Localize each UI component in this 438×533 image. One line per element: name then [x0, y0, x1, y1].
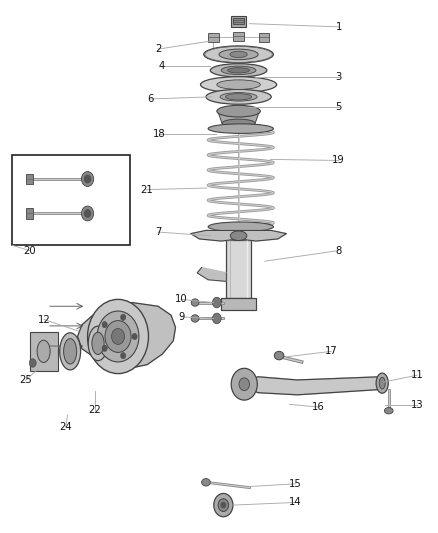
Text: 10: 10 [175, 294, 187, 304]
Ellipse shape [60, 333, 81, 370]
Ellipse shape [206, 90, 271, 104]
Circle shape [212, 297, 221, 308]
Bar [221, 298, 256, 310]
Text: 15: 15 [289, 479, 301, 489]
Ellipse shape [208, 222, 273, 231]
Circle shape [97, 311, 139, 362]
Bar [30, 332, 58, 372]
Bar [258, 33, 269, 42]
Circle shape [214, 494, 233, 517]
Circle shape [105, 320, 131, 352]
Circle shape [81, 206, 94, 221]
Ellipse shape [379, 377, 385, 389]
Ellipse shape [228, 68, 250, 73]
Ellipse shape [208, 124, 273, 133]
Bar [233, 18, 244, 23]
Bar [233, 32, 244, 41]
Circle shape [221, 503, 226, 508]
Ellipse shape [230, 231, 247, 240]
Ellipse shape [210, 63, 267, 77]
Text: 4: 4 [159, 61, 165, 71]
Circle shape [112, 328, 124, 344]
Text: 2: 2 [155, 44, 161, 54]
Ellipse shape [230, 51, 247, 58]
Bar [231, 16, 247, 27]
Text: 14: 14 [289, 497, 301, 507]
Ellipse shape [217, 106, 260, 117]
Ellipse shape [201, 77, 277, 93]
Ellipse shape [219, 49, 258, 60]
Text: 13: 13 [411, 400, 424, 410]
Circle shape [29, 359, 36, 367]
Text: 1: 1 [336, 22, 342, 32]
Polygon shape [226, 240, 251, 298]
Ellipse shape [37, 340, 50, 362]
Text: 6: 6 [148, 94, 154, 104]
Text: 3: 3 [336, 71, 342, 82]
Text: 7: 7 [155, 227, 161, 237]
Ellipse shape [64, 338, 77, 364]
Circle shape [120, 314, 126, 320]
Ellipse shape [217, 80, 260, 90]
Circle shape [218, 499, 229, 512]
Ellipse shape [222, 119, 255, 127]
Ellipse shape [226, 94, 252, 100]
Ellipse shape [220, 93, 257, 101]
Text: 25: 25 [19, 375, 32, 385]
Circle shape [132, 333, 137, 340]
Text: 18: 18 [152, 129, 165, 139]
Polygon shape [191, 230, 286, 241]
Polygon shape [245, 377, 385, 395]
Text: 8: 8 [336, 246, 342, 256]
Circle shape [102, 345, 107, 352]
Ellipse shape [88, 326, 108, 361]
Ellipse shape [191, 299, 199, 306]
Text: 24: 24 [60, 422, 72, 432]
Polygon shape [218, 111, 259, 123]
Ellipse shape [274, 351, 284, 360]
Bar [208, 33, 219, 42]
Text: 16: 16 [312, 402, 325, 412]
Text: 9: 9 [178, 312, 184, 322]
Bar [26, 174, 33, 184]
Circle shape [239, 378, 250, 391]
Text: 20: 20 [23, 246, 36, 256]
Text: 11: 11 [411, 370, 424, 380]
Text: 22: 22 [88, 405, 101, 415]
Ellipse shape [221, 66, 256, 75]
Bar [26, 208, 33, 219]
Circle shape [212, 313, 221, 324]
Circle shape [85, 175, 91, 183]
Circle shape [81, 172, 94, 187]
Text: 19: 19 [332, 156, 345, 165]
Ellipse shape [201, 479, 210, 486]
Circle shape [231, 368, 257, 400]
Ellipse shape [191, 315, 199, 322]
Ellipse shape [385, 408, 393, 414]
Bar [221, 298, 256, 310]
Text: 5: 5 [336, 102, 342, 112]
Circle shape [120, 352, 126, 359]
Ellipse shape [204, 46, 273, 63]
Text: 21: 21 [140, 184, 153, 195]
Ellipse shape [92, 332, 104, 354]
Polygon shape [78, 303, 176, 368]
Circle shape [88, 300, 148, 374]
Circle shape [85, 210, 91, 217]
Circle shape [102, 321, 107, 328]
Bar [12, 155, 130, 245]
Polygon shape [197, 268, 226, 281]
Ellipse shape [376, 373, 389, 393]
Text: 12: 12 [38, 314, 50, 325]
Text: 17: 17 [325, 346, 338, 357]
